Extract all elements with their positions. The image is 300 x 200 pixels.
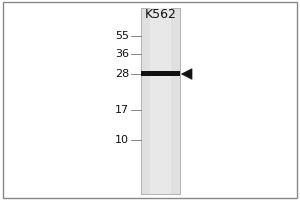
Bar [150, 8, 171, 194]
Text: K562: K562 [145, 8, 176, 21]
Text: 55: 55 [115, 31, 129, 41]
Text: 17: 17 [115, 105, 129, 115]
Text: 10: 10 [115, 135, 129, 145]
Bar [141, 8, 180, 194]
Bar [141, 71, 180, 76]
Text: 28: 28 [115, 69, 129, 79]
Polygon shape [182, 69, 192, 79]
Text: 36: 36 [115, 49, 129, 59]
